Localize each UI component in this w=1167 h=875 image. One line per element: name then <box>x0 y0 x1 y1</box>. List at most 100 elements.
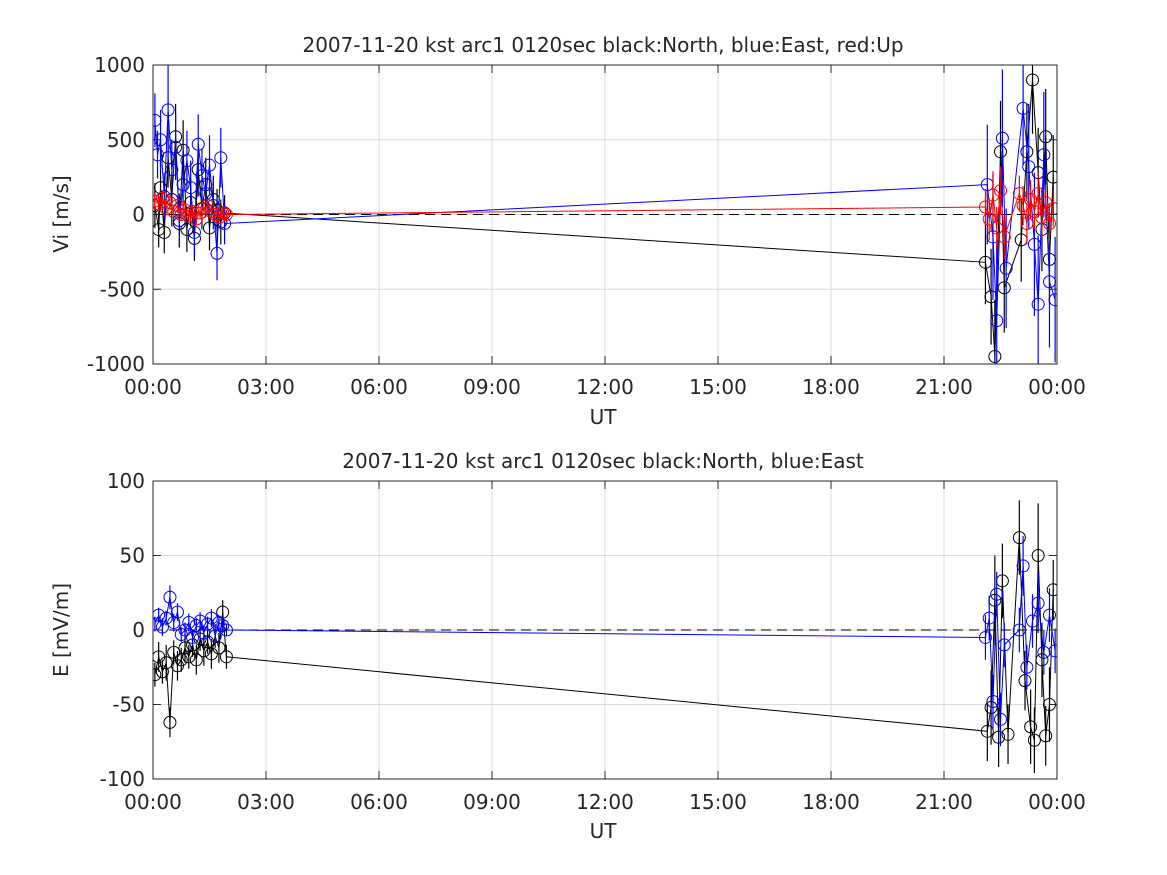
x-tick-label: 00:00 <box>124 375 182 399</box>
data-point <box>990 314 1004 328</box>
data-point <box>212 616 226 630</box>
data-point <box>1001 727 1015 741</box>
y-tick-label: 50 <box>120 544 145 568</box>
data-point <box>1048 644 1057 658</box>
x-tick-label: 15:00 <box>689 790 747 814</box>
data-point <box>994 145 1007 159</box>
data-point <box>1020 216 1034 230</box>
data-point <box>1037 148 1051 162</box>
data-point <box>1039 130 1053 144</box>
data-point <box>986 230 1000 244</box>
data-point <box>170 605 184 619</box>
data-point <box>990 221 1004 235</box>
y-tick-label: -500 <box>100 277 145 301</box>
data-point <box>186 630 200 644</box>
data-point <box>216 619 230 633</box>
data-point <box>189 653 203 667</box>
data-point <box>208 208 222 221</box>
x-tick-label: 03:00 <box>237 375 295 399</box>
data-point <box>982 212 996 226</box>
x-tick-label: 06:00 <box>350 375 408 399</box>
bottom-panel-e: 2007-11-20 kst arc1 0120sec black:North,… <box>49 449 1086 843</box>
data-point <box>995 131 1009 145</box>
data-point <box>986 695 1000 709</box>
data-point <box>153 194 162 208</box>
data-point <box>174 653 188 667</box>
chart-title: 2007-11-20 kst arc1 0120sec black:North,… <box>342 449 864 473</box>
data-point <box>163 590 177 604</box>
x-tick-label: 12:00 <box>576 375 634 399</box>
data-point <box>165 163 179 177</box>
data-point <box>212 641 226 655</box>
data-point <box>1042 608 1056 622</box>
data-point <box>1024 720 1038 734</box>
data-point <box>1035 653 1049 667</box>
data-point <box>1031 187 1045 201</box>
x-tick-label: 00:00 <box>1028 375 1086 399</box>
y-tick-label: 100 <box>107 469 145 493</box>
x-tick-label: 06:00 <box>350 790 408 814</box>
data-point <box>982 611 996 625</box>
data-point <box>1020 660 1034 674</box>
data-point <box>154 181 168 195</box>
series-up <box>153 166 1057 260</box>
data-point <box>984 700 998 714</box>
data-point <box>180 154 194 168</box>
data-point <box>1046 583 1057 597</box>
data-point <box>163 196 177 210</box>
data-point <box>155 620 169 634</box>
data-point <box>1018 674 1032 688</box>
data-point <box>1048 293 1057 307</box>
y-axis-label: Vi [m/s] <box>49 175 73 252</box>
data-point <box>197 644 211 658</box>
y-tick-label: 500 <box>107 128 145 152</box>
data-point <box>157 225 171 239</box>
data-point <box>1012 623 1026 637</box>
series-east <box>153 536 1057 747</box>
data-point <box>994 712 1007 726</box>
data-point <box>997 638 1011 652</box>
data-point <box>1031 549 1045 562</box>
x-tick-label: 03:00 <box>237 790 295 814</box>
data-point <box>170 199 184 213</box>
data-point <box>155 665 169 679</box>
top-panel-vi: 2007-11-20 kst arc1 0120sec black:North,… <box>49 33 1086 429</box>
data-point <box>1016 559 1030 573</box>
data-layer <box>153 500 1057 774</box>
y-tick-label: 1000 <box>94 53 145 77</box>
data-point <box>153 668 162 682</box>
x-axis-label: UT <box>590 405 618 429</box>
data-point <box>208 629 222 643</box>
x-tick-label: 21:00 <box>915 790 973 814</box>
data-point <box>193 206 207 220</box>
data-point <box>197 202 211 216</box>
data-point <box>1046 170 1057 184</box>
data-point <box>988 350 1002 364</box>
data-point <box>994 184 1007 198</box>
data-point <box>1027 237 1041 251</box>
data-point <box>980 724 994 738</box>
data-point <box>214 151 228 165</box>
data-point <box>219 208 233 221</box>
data-layer <box>153 65 1057 364</box>
data-point <box>182 616 196 630</box>
data-point <box>1027 733 1041 747</box>
data-point <box>178 623 192 637</box>
x-tick-label: 18:00 <box>802 790 860 814</box>
series-east <box>153 65 1057 364</box>
y-tick-label: 0 <box>132 203 145 227</box>
y-tick-label: -50 <box>112 693 145 717</box>
data-point <box>997 230 1011 244</box>
data-point <box>161 103 175 117</box>
x-axis-label: UT <box>590 819 618 843</box>
data-point <box>219 650 233 664</box>
data-point <box>178 641 192 655</box>
data-point <box>182 650 196 664</box>
data-point <box>978 200 992 214</box>
data-point <box>997 281 1011 295</box>
data-point <box>189 619 203 633</box>
x-tick-label: 21:00 <box>915 375 973 399</box>
x-tick-label: 09:00 <box>463 790 521 814</box>
data-point <box>986 188 1000 202</box>
